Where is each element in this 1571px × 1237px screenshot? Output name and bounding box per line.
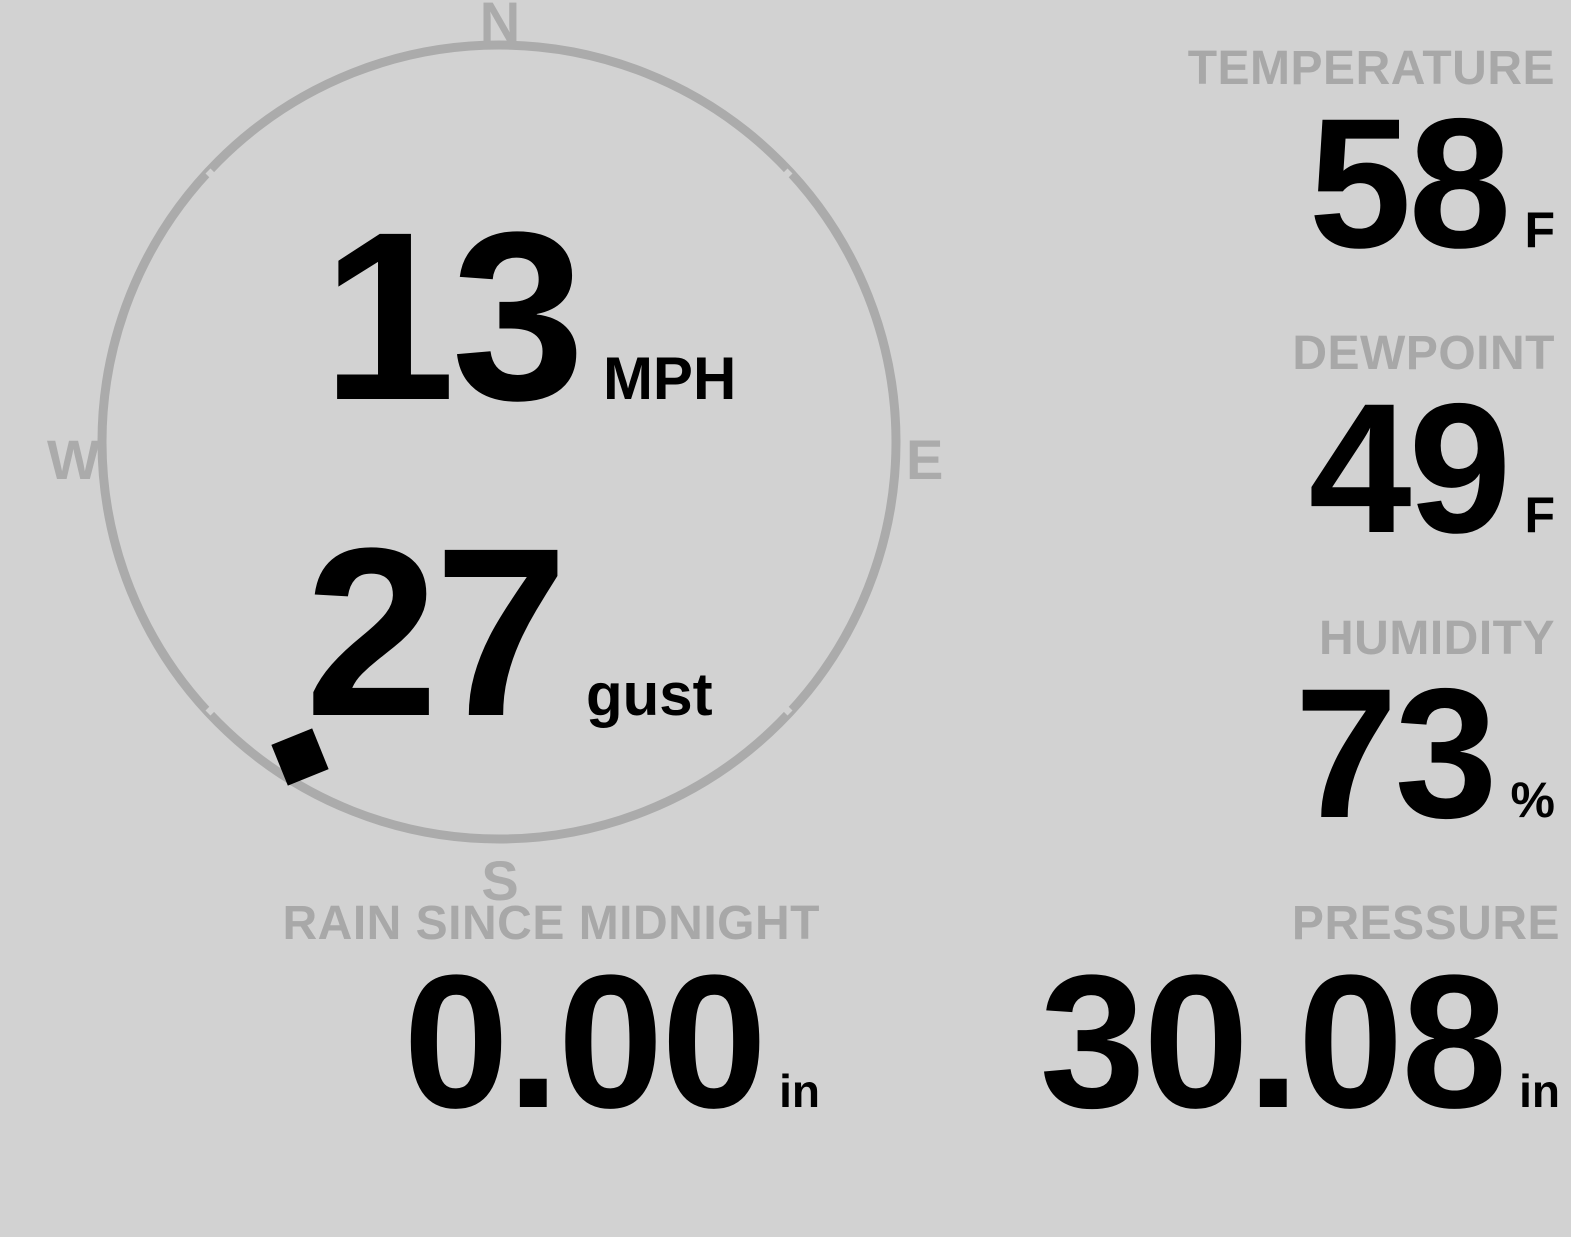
metric-temperature-unit: F bbox=[1524, 202, 1555, 258]
metric-dewpoint-label: DEWPOINT bbox=[1292, 327, 1555, 380]
wind-gust-value: 27 bbox=[305, 498, 568, 766]
metric-humidity-value-row: 73 % bbox=[1035, 651, 1555, 857]
metric-dewpoint: DEWPOINT 49 F bbox=[1035, 327, 1555, 572]
wind-speed-readout: 13 MPH bbox=[322, 196, 736, 436]
wind-speed-unit: MPH bbox=[602, 345, 737, 412]
compass-ring-graphic bbox=[97, 40, 901, 844]
metric-pressure-value: 30.08 bbox=[1039, 936, 1507, 1148]
metric-dewpoint-value-row: 49 F bbox=[1035, 366, 1555, 572]
metric-dewpoint-unit: F bbox=[1524, 487, 1555, 543]
metric-rain-unit: in bbox=[779, 1065, 820, 1117]
wind-gust-readout: 27 gust bbox=[305, 512, 713, 752]
compass-tick-marks bbox=[205, 168, 793, 716]
metric-rain-value: 0.00 bbox=[403, 936, 767, 1148]
compass-label-west: W bbox=[47, 428, 100, 491]
compass-ring-circle bbox=[97, 40, 901, 844]
metric-humidity-value: 73 bbox=[1294, 651, 1498, 857]
metric-pressure-unit: in bbox=[1519, 1065, 1560, 1117]
wind-gust-unit: gust bbox=[585, 661, 713, 728]
compass-label-east: E bbox=[906, 428, 944, 491]
metric-pressure-value-row: 30.08 in bbox=[860, 936, 1560, 1148]
metric-temperature-label: TEMPERATURE bbox=[1187, 42, 1555, 95]
metric-humidity-unit: % bbox=[1510, 772, 1555, 828]
metric-pressure-label: PRESSURE bbox=[1291, 897, 1560, 950]
metric-humidity: HUMIDITY 73 % bbox=[1035, 612, 1555, 857]
metric-temperature-value: 58 bbox=[1308, 81, 1512, 287]
metric-dewpoint-value: 49 bbox=[1308, 366, 1512, 572]
metric-rain-value-row: 0.00 in bbox=[180, 936, 820, 1148]
metric-temperature-value-row: 58 F bbox=[1035, 81, 1555, 287]
metric-temperature: TEMPERATURE 58 F bbox=[1035, 42, 1555, 287]
compass-label-north: N bbox=[479, 0, 521, 53]
metric-rain-since-midnight: RAIN SINCE MIDNIGHT 0.00 in bbox=[180, 897, 821, 1148]
metric-humidity-label: HUMIDITY bbox=[1319, 612, 1555, 665]
wind-direction-marker bbox=[271, 728, 329, 786]
metric-pressure: PRESSURE 30.08 in bbox=[860, 897, 1560, 1148]
compass-label-south: S bbox=[481, 849, 519, 912]
wind-compass-dial: N E S W 13 MPH 27 gust bbox=[0, 0, 1000, 920]
wind-speed-value: 13 bbox=[322, 182, 585, 450]
metric-rain-label: RAIN SINCE MIDNIGHT bbox=[282, 897, 820, 950]
